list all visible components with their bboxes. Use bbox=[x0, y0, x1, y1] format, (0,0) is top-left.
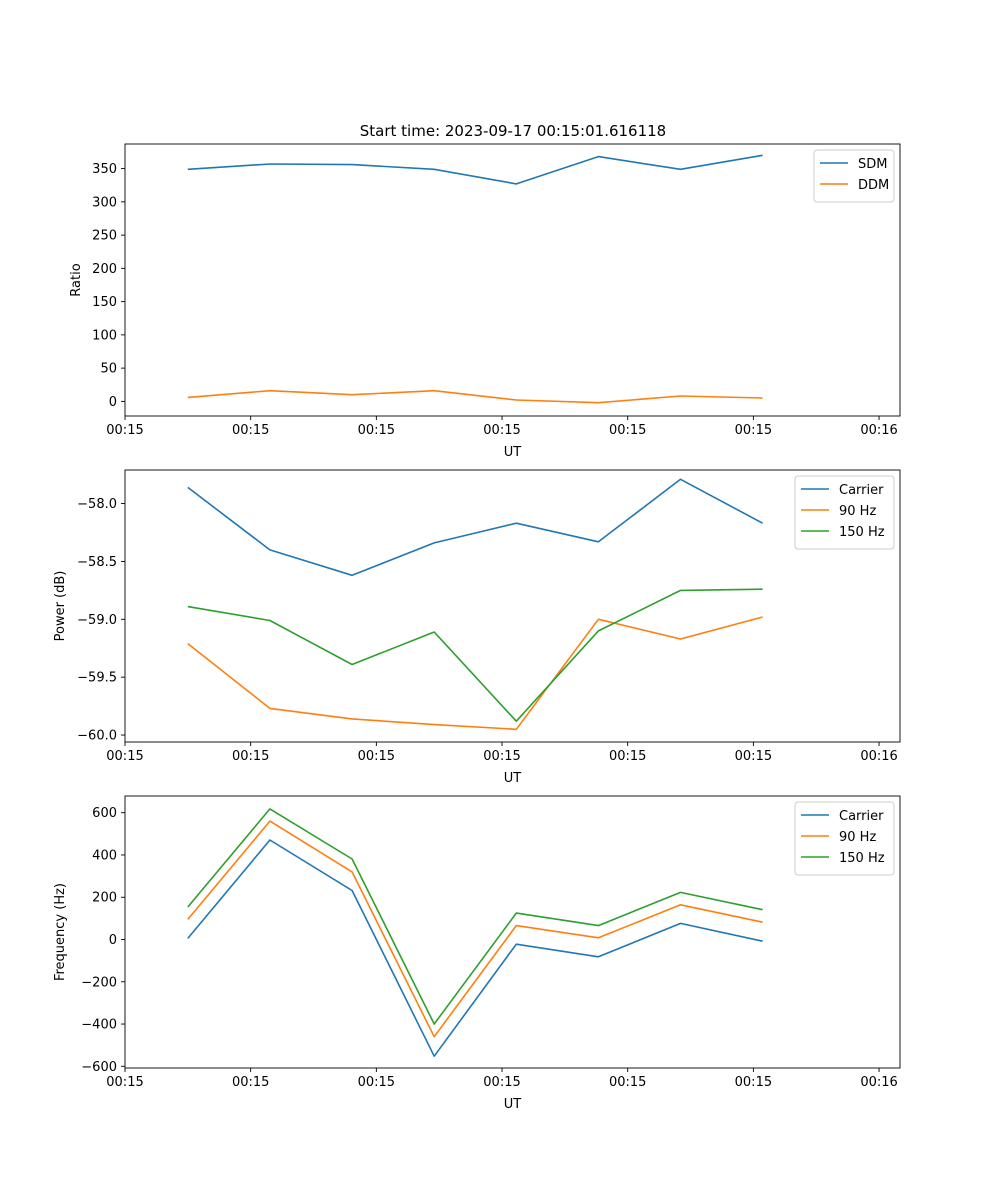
series-line-150-hz bbox=[187, 808, 763, 1025]
x-tick-label: 00:15 bbox=[358, 1075, 395, 1090]
y-tick-label: 250 bbox=[92, 229, 117, 244]
axes-frame bbox=[124, 795, 901, 1069]
x-axis-label: UT bbox=[504, 1097, 522, 1112]
x-tick-label: 00:15 bbox=[358, 423, 395, 438]
axes-frame bbox=[124, 469, 901, 743]
series-line-ddm bbox=[187, 389, 763, 404]
y-tick-label: −59.5 bbox=[77, 671, 117, 686]
x-tick-label: 00:15 bbox=[232, 749, 269, 764]
y-tick-label: 600 bbox=[92, 806, 117, 821]
y-tick-label: −58.0 bbox=[77, 497, 117, 512]
y-axis-label: Frequency (Hz) bbox=[53, 883, 68, 981]
y-tick-label: 150 bbox=[92, 295, 117, 310]
y-tick-label: 0 bbox=[109, 395, 117, 410]
panel-1: 00:15 00:15 00:15 00:15 00:15 00:15 00:16 0 50 10… bbox=[69, 143, 901, 460]
legend-label: 90 Hz bbox=[839, 830, 876, 845]
y-tick-label: 0 bbox=[109, 933, 117, 948]
series-line-carrier bbox=[187, 478, 763, 577]
x-tick-label: 00:16 bbox=[860, 1075, 897, 1090]
series-line-90-hz bbox=[187, 820, 763, 1038]
y-tick-label: −400 bbox=[81, 1018, 117, 1033]
y-tick-label: −200 bbox=[81, 975, 117, 990]
legend-label: DDM bbox=[858, 178, 889, 193]
x-tick-label: 00:15 bbox=[232, 423, 269, 438]
x-tick-label: 00:15 bbox=[609, 1075, 646, 1090]
x-axis-label: UT bbox=[504, 771, 522, 786]
legend-label: 150 Hz bbox=[839, 525, 885, 540]
x-tick-label: 00:15 bbox=[483, 1075, 520, 1090]
panels: 00:15 00:15 00:15 00:15 00:15 00:15 00:16 0 50 10… bbox=[53, 143, 901, 1112]
x-tick-label: 00:15 bbox=[106, 1075, 143, 1090]
x-tick-label: 00:16 bbox=[860, 749, 897, 764]
x-tick-label: 00:15 bbox=[232, 1075, 269, 1090]
y-tick-label: 200 bbox=[92, 891, 117, 906]
legend-label: 150 Hz bbox=[839, 851, 885, 866]
legend: SDM DDM bbox=[813, 149, 895, 203]
series-line-90-hz bbox=[187, 616, 763, 731]
legend: Carrier 90 Hz 150 Hz bbox=[794, 475, 895, 550]
series-line-sdm bbox=[187, 154, 763, 185]
y-tick-label: 50 bbox=[100, 362, 117, 377]
legend-label: 90 Hz bbox=[839, 504, 876, 519]
y-tick-label: 100 bbox=[92, 328, 117, 343]
x-tick-label: 00:15 bbox=[735, 1075, 772, 1090]
x-tick-label: 00:15 bbox=[483, 423, 520, 438]
x-tick-label: 00:15 bbox=[735, 749, 772, 764]
x-tick-label: 00:15 bbox=[609, 749, 646, 764]
y-tick-label: −600 bbox=[81, 1060, 117, 1075]
y-tick-label: 300 bbox=[92, 195, 117, 210]
y-tick-label: −58.5 bbox=[77, 555, 117, 570]
x-tick-label: 00:15 bbox=[106, 749, 143, 764]
legend-label: Carrier bbox=[839, 483, 884, 498]
y-tick-label: 350 bbox=[92, 162, 117, 177]
legend: Carrier 90 Hz 150 Hz bbox=[794, 801, 895, 876]
panel-2: 00:15 00:15 00:15 00:15 00:15 00:15 00:16 −60.0… bbox=[53, 469, 901, 786]
axes-frame bbox=[124, 143, 901, 417]
legend-label: SDM bbox=[858, 157, 887, 172]
y-axis-label: Power (dB) bbox=[53, 571, 68, 642]
series-line-150-hz bbox=[187, 588, 763, 723]
x-tick-label: 00:15 bbox=[483, 749, 520, 764]
series-line-carrier bbox=[187, 839, 763, 1057]
x-axis-label: UT bbox=[504, 445, 522, 460]
y-tick-label: −59.0 bbox=[77, 613, 117, 628]
x-tick-label: 00:16 bbox=[860, 423, 897, 438]
y-tick-label: 400 bbox=[92, 848, 117, 863]
panel-3: 00:15 00:15 00:15 00:15 00:15 00:15 00:16 −600 −… bbox=[53, 795, 901, 1112]
figure-title: Start time: 2023-09-17 00:15:01.616118 bbox=[360, 122, 666, 140]
legend-label: Carrier bbox=[839, 809, 884, 824]
x-tick-label: 00:15 bbox=[106, 423, 143, 438]
y-axis-label: Ratio bbox=[69, 263, 84, 296]
y-tick-label: 200 bbox=[92, 262, 117, 277]
y-tick-label: −60.0 bbox=[77, 729, 117, 744]
x-tick-label: 00:15 bbox=[735, 423, 772, 438]
x-tick-label: 00:15 bbox=[358, 749, 395, 764]
x-tick-label: 00:15 bbox=[609, 423, 646, 438]
